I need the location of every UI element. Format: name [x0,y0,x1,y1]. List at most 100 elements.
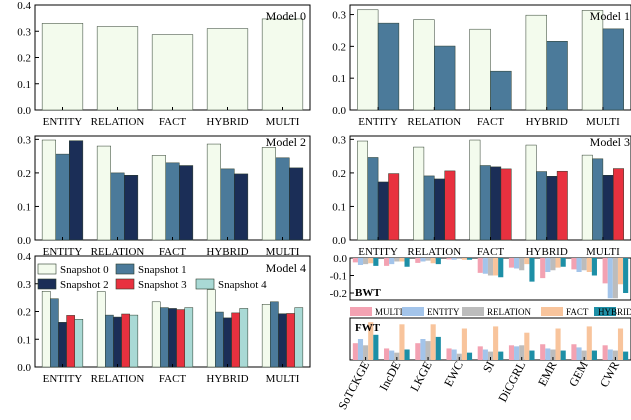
panel-0-category-label: ENTITY [43,116,83,128]
bar-model0-snapshot-0-multi [261,18,304,111]
bwt-bar-multi-5 [508,258,515,268]
bwt-bar-relation-1 [394,258,400,262]
method-label-cwr: CWR [597,359,622,390]
bwt-fwt-legend-swatch-1 [402,307,424,316]
panel-3-ytick-label: 0.2 [332,168,346,180]
bwt-bar-relation-2 [425,258,431,261]
bwt-bar-entity-8 [607,258,613,299]
fwt-bar-entity-3 [451,349,457,360]
bwt-ytick-label: 0.0 [333,253,347,265]
panel-1-ytick-label: 0.0 [332,105,346,117]
method-label-gem: GEM [566,359,591,389]
panel-2-category-label: FACT [159,246,187,258]
bar-model4-snapshot-4-multi [294,307,304,368]
fwt-bar-hybrid-1 [404,349,410,360]
panel-3-ytick-label: 0.3 [332,134,346,146]
fwt-bar-multi-0 [352,343,358,360]
panel-0-title: Model 0 [266,9,306,23]
bar-model2-snapshot-1-hybrid [220,168,235,241]
method-label-incde: IncDE [376,359,403,393]
bar-model4-snapshot-0-entity [41,290,51,368]
bar-model4-snapshot-2-relation [113,316,122,368]
bar-model2-snapshot-2-fact [179,165,194,241]
bwt-fwt-legend-swatch-4 [594,307,616,316]
fwt-bar-entity-2 [420,339,426,360]
bwt-bar-fact-1 [399,258,405,262]
bwt-bar-hybrid-3 [466,258,473,260]
fwt-bar-relation-0 [363,345,369,360]
panel-0-ytick-label: 0.2 [17,53,31,65]
panel-1-category-label: FACT [477,116,505,128]
fwt-bar-entity-6 [545,348,551,360]
bar-model4-snapshot-3-relation [121,313,130,368]
bar-model2-snapshot-0-relation [96,145,111,241]
bar-model2-snapshot-1-fact [165,162,180,241]
method-label-si: SI [480,359,497,375]
bar-model4-snapshot-1-fact [160,307,169,368]
panel-1-ytick-label: 0.1 [332,73,346,85]
bar-model4-snapshot-3-hybrid [231,312,240,368]
bar-model0-snapshot-0-fact [151,34,194,111]
bar-model4-snapshot-4-hybrid [239,308,249,368]
panel-2-category-label: ENTITY [43,246,83,258]
bwt-bar-entity-5 [514,258,520,269]
bar-model2-snapshot-0-hybrid [206,143,221,241]
legend-label-3: Snapshot 3 [138,279,187,291]
bwt-bar-multi-3 [446,258,452,260]
panel-0-category-label: HYBRID [206,116,248,128]
bwt-bar-hybrid-0 [373,258,379,266]
bwt-bar-fact-4 [493,258,499,276]
fwt-bar-fact-8 [617,328,624,360]
fwt-bar-multi-7 [571,344,577,360]
bar-model1-snapshot-1-multi [602,28,624,111]
bwt-fwt-legend-swatch-3 [541,307,563,316]
fwt-bar-relation-1 [394,352,400,360]
fwt-bar-fact-4 [493,326,499,360]
bar-model0-snapshot-0-relation [96,26,139,111]
bwt-bar-hybrid-5 [529,258,535,282]
panel-2-ytick-label: 0.3 [17,134,31,146]
bwt-bar-fact-6 [555,258,561,268]
panel-2-category-label: HYBRID [206,246,248,258]
bar-model4-snapshot-1-entity [50,298,59,368]
bar-model0-snapshot-0-hybrid [206,28,249,111]
panel-0-ytick-label: 0.1 [17,79,31,91]
fwt-bar-hybrid-2 [435,336,441,360]
fwt-bar-relation-7 [581,350,587,360]
panel-3-category-label: RELATION [407,246,461,258]
legend-swatch-3 [115,278,135,290]
panel-4-category-label: HYBRID [206,373,248,385]
bar-model2-snapshot-1-multi [275,157,290,241]
fwt-bar-entity-1 [389,350,395,360]
bwt-fwt-legend-label-0: MULTI [375,307,403,317]
bar-model3-snapshot-3-fact [500,168,512,241]
panel-1-title: Model 1 [590,9,630,23]
bar-model4-snapshot-0-hybrid [206,289,216,368]
bar-model3-snapshot-0-entity [357,140,368,241]
bar-model4-snapshot-0-relation [96,291,106,368]
fwt-bar-fact-0 [368,322,374,360]
bar-model4-snapshot-2-fact [168,308,177,368]
bar-model1-snapshot-1-entity [377,22,400,111]
legend-label-1: Snapshot 1 [138,264,187,276]
bar-model4-snapshot-3-entity [66,315,75,368]
panel-4-ytick-label: 0.3 [17,279,31,291]
panel-1-category-label: RELATION [407,116,461,128]
bar-model2-snapshot-0-fact [151,155,166,241]
bar-model4-snapshot-2-entity [58,322,67,368]
bar-model1-snapshot-1-hybrid [546,41,568,111]
bar-model2-snapshot-0-entity [41,139,56,241]
legend-swatch-0 [37,263,57,275]
bar-model1-snapshot-1-relation [434,45,456,111]
fwt-bar-hybrid-5 [529,350,535,360]
fwt-bar-entity-4 [482,349,488,360]
panel-3-title: Model 3 [590,135,630,149]
fwt-bar-hybrid-7 [591,350,597,360]
panel-3-ytick-label: 0.0 [332,235,346,247]
bwt-bar-hybrid-7 [591,258,597,276]
bwt-fwt-legend-swatch-0 [350,307,372,316]
bwt-bar-relation-5 [519,258,525,271]
method-label-dicgrl: DiCGRL [495,359,528,404]
bar-model4-snapshot-3-multi [286,313,295,368]
